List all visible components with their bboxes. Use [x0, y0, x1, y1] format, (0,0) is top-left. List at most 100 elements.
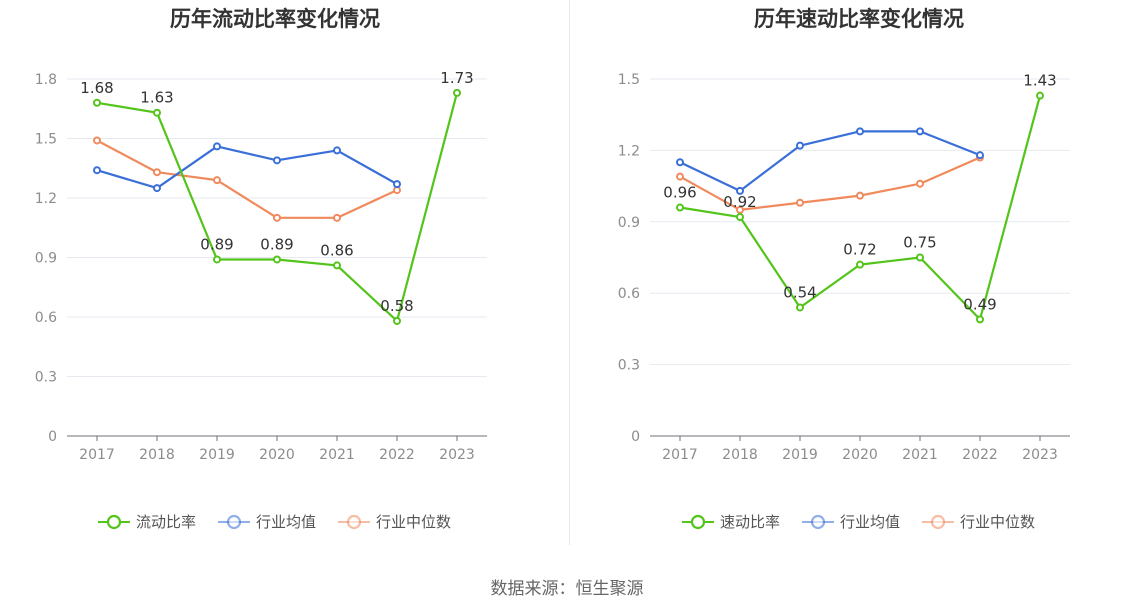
x-tick-label: 2023 — [439, 447, 475, 463]
data-label: 0.86 — [320, 241, 353, 259]
data-point[interactable] — [93, 136, 101, 145]
data-label: 0.89 — [200, 235, 233, 253]
y-tick-label: 0.3 — [35, 370, 57, 386]
legend-label: 行业均值 — [256, 513, 316, 531]
data-label: 0.72 — [843, 241, 876, 259]
x-tick-label: 2021 — [902, 447, 938, 463]
legend-item[interactable]: 行业中位数 — [922, 513, 1035, 531]
panel-divider — [569, 0, 570, 545]
data-point[interactable] — [393, 316, 401, 325]
series-line — [96, 139, 398, 219]
x-tick-label: 2017 — [79, 447, 115, 463]
y-tick-label: 0 — [48, 429, 57, 445]
legend-item[interactable]: 速动比率 — [682, 513, 780, 531]
data-point[interactable] — [333, 213, 341, 222]
quick-ratio-chart-panel: 历年速动比率变化情况 0 0.3 0.6 0.9 1.2 1.5 2017 2018 2019 20… — [567, 0, 1134, 560]
x-tick-label: 2018 — [139, 447, 175, 463]
data-point[interactable] — [856, 127, 864, 136]
data-point[interactable] — [676, 158, 684, 167]
data-point[interactable] — [333, 146, 341, 155]
data-point[interactable] — [796, 303, 804, 312]
data-point[interactable] — [393, 180, 401, 189]
y-tick-label: 1.8 — [35, 72, 57, 88]
data-point[interactable] — [153, 168, 161, 177]
data-point[interactable] — [153, 108, 161, 117]
data-label: 0.89 — [260, 235, 293, 253]
data-point[interactable] — [93, 166, 101, 175]
y-tick-label: 1.2 — [618, 143, 640, 159]
data-point[interactable] — [976, 151, 984, 160]
data-point[interactable] — [213, 142, 221, 151]
data-point[interactable] — [676, 172, 684, 181]
data-label: 1.68 — [80, 79, 113, 97]
data-point[interactable] — [736, 205, 744, 214]
data-point[interactable] — [273, 156, 281, 165]
data-point[interactable] — [856, 260, 864, 269]
series-line — [96, 92, 459, 323]
data-point[interactable] — [856, 191, 864, 200]
data-point[interactable] — [736, 186, 744, 195]
data-label: 1.43 — [1023, 72, 1056, 90]
data-point[interactable] — [93, 98, 101, 107]
legend-item[interactable]: 行业均值 — [218, 513, 316, 531]
legend-item[interactable]: 行业均值 — [802, 513, 900, 531]
data-point[interactable] — [1036, 91, 1044, 100]
legend-label: 速动比率 — [720, 513, 780, 531]
data-point[interactable] — [153, 184, 161, 193]
y-tick-label: 0.9 — [35, 251, 57, 267]
data-point[interactable] — [273, 213, 281, 222]
data-label: 0.96 — [663, 184, 696, 202]
data-label: 0.92 — [723, 193, 756, 211]
data-label: 0.49 — [963, 295, 996, 313]
data-source-note: 数据来源：恒生聚源 — [490, 579, 644, 599]
data-label: 0.54 — [783, 283, 816, 301]
data-point[interactable] — [676, 203, 684, 212]
y-tick-label: 1.2 — [35, 191, 57, 207]
data-point[interactable] — [213, 255, 221, 264]
legend-label: 行业中位数 — [376, 513, 451, 531]
legend-label: 行业中位数 — [960, 513, 1035, 531]
y-tick-label: 0.3 — [618, 358, 640, 374]
data-point[interactable] — [976, 315, 984, 324]
current-ratio-chart-panel: 历年流动比率变化情况 0 0.3 0.6 0.9 1.2 1.5 1.8 2017 2018 201… — [0, 0, 567, 560]
data-point[interactable] — [916, 179, 924, 188]
data-point[interactable] — [213, 176, 221, 185]
legend-item[interactable]: 流动比率 — [98, 513, 196, 531]
x-tick-label: 2019 — [199, 447, 235, 463]
x-tick-label: 2019 — [782, 447, 818, 463]
x-tick-label: 2020 — [842, 447, 878, 463]
chart-title: 历年速动比率变化情况 — [754, 7, 964, 31]
chart-title: 历年流动比率变化情况 — [170, 7, 380, 31]
x-tick-label: 2017 — [662, 447, 698, 463]
y-tick-label: 0.6 — [35, 310, 57, 326]
data-point[interactable] — [796, 141, 804, 150]
x-tick-label: 2023 — [1022, 447, 1058, 463]
y-tick-label: 1.5 — [618, 72, 640, 88]
legend-label: 流动比率 — [136, 513, 196, 531]
series-line — [679, 130, 981, 192]
data-label: 1.73 — [440, 69, 473, 87]
data-label: 0.75 — [903, 234, 936, 252]
y-tick-label: 0.6 — [618, 286, 640, 302]
x-tick-label: 2022 — [379, 447, 415, 463]
data-point[interactable] — [333, 261, 341, 270]
legend-item[interactable]: 行业中位数 — [338, 513, 451, 531]
data-label: 0.58 — [380, 297, 413, 315]
legend-label: 行业均值 — [840, 513, 900, 531]
data-label: 1.63 — [140, 89, 173, 107]
x-tick-label: 2022 — [962, 447, 998, 463]
data-point[interactable] — [736, 213, 744, 222]
data-point[interactable] — [796, 198, 804, 207]
current-ratio-chart: 历年流动比率变化情况 0 0.3 0.6 0.9 1.2 1.5 1.8 2017 2018 201… — [35, 7, 487, 531]
series-line — [96, 145, 398, 190]
data-point[interactable] — [273, 255, 281, 264]
series-line — [679, 156, 981, 211]
x-tick-label: 2021 — [319, 447, 355, 463]
data-point[interactable] — [453, 88, 461, 97]
data-point[interactable] — [916, 127, 924, 136]
x-tick-label: 2018 — [722, 447, 758, 463]
quick-ratio-chart: 历年速动比率变化情况 0 0.3 0.6 0.9 1.2 1.5 2017 2018 2019 20… — [618, 7, 1070, 531]
y-tick-label: 0.9 — [618, 215, 640, 231]
data-point[interactable] — [916, 253, 924, 262]
y-tick-label: 1.5 — [35, 132, 57, 148]
